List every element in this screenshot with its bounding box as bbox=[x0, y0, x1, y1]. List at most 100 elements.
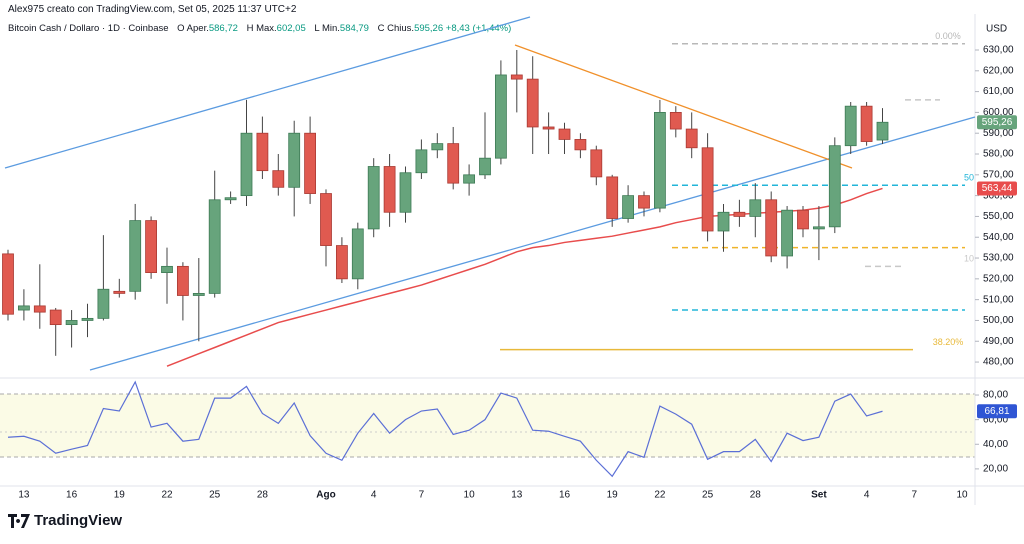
x-tick-label: 7 bbox=[419, 490, 425, 501]
x-tick-label: 13 bbox=[511, 490, 523, 501]
symbol: Bitcoin Cash / Dollaro · 1D · Coinbase bbox=[8, 23, 169, 34]
candle-body bbox=[622, 195, 634, 219]
price-tag bbox=[977, 115, 1017, 130]
candle-body bbox=[272, 170, 285, 188]
x-tick-label: 13 bbox=[18, 490, 30, 501]
candle-body bbox=[335, 245, 348, 280]
candle-body bbox=[733, 211, 746, 217]
candle-body bbox=[717, 211, 730, 232]
candle-body bbox=[876, 121, 889, 141]
candle-body bbox=[208, 199, 221, 294]
value: 584,79 bbox=[339, 23, 369, 34]
fib-label: 10 bbox=[964, 254, 974, 264]
value-tag bbox=[977, 404, 1017, 419]
brand-logo bbox=[8, 513, 30, 528]
candle-body bbox=[542, 126, 555, 130]
rsi-line bbox=[7, 380, 883, 478]
candle-body bbox=[97, 288, 110, 319]
value: 586,72 bbox=[208, 23, 238, 34]
channel-line bbox=[4, 16, 531, 169]
candle-body bbox=[320, 193, 332, 246]
change: +8,43 (+1,44%) bbox=[445, 23, 512, 34]
author-line: Alex975 creato con TradingView.com, Set … bbox=[8, 4, 297, 15]
candle-body bbox=[860, 105, 873, 142]
candle-body bbox=[431, 143, 444, 151]
y-tick-label: 590,00 bbox=[983, 128, 1014, 139]
candle-body bbox=[844, 105, 857, 147]
y-tick-label: 530,00 bbox=[983, 253, 1014, 264]
x-tick-label: 16 bbox=[66, 490, 78, 501]
x-tick-label: 7 bbox=[912, 490, 918, 501]
x-tick-label: 10 bbox=[956, 490, 968, 501]
candle-body bbox=[558, 128, 571, 140]
candle-body bbox=[351, 228, 364, 280]
x-tick-label: 19 bbox=[607, 490, 619, 501]
fib-label: 0.00% bbox=[935, 31, 961, 41]
x-tick-label: 16 bbox=[559, 490, 571, 501]
y-tick-label: 550,00 bbox=[983, 211, 1014, 222]
candle-body bbox=[781, 209, 793, 257]
candle-body bbox=[447, 143, 460, 184]
candle-body bbox=[590, 149, 603, 178]
label: Aper. bbox=[186, 23, 209, 34]
x-tick-label: 25 bbox=[702, 490, 714, 501]
candle-body bbox=[510, 74, 523, 80]
y-tick-label: 580,00 bbox=[983, 149, 1014, 160]
candle-body bbox=[606, 176, 619, 219]
price-tag-label: 563,44 bbox=[982, 183, 1013, 194]
trend-line bbox=[514, 44, 853, 169]
candle-body bbox=[638, 195, 650, 209]
candle-body bbox=[701, 147, 714, 232]
candle-body bbox=[240, 132, 253, 197]
candle-body bbox=[749, 199, 762, 217]
candle-body bbox=[367, 166, 380, 230]
y-tick-label: 520,00 bbox=[983, 273, 1014, 284]
y-tick-label: 500,00 bbox=[983, 315, 1014, 326]
y-tick-label: 620,00 bbox=[983, 65, 1014, 76]
brand: TradingView bbox=[8, 512, 122, 529]
fib-label: 38.20% bbox=[933, 337, 964, 347]
candle-body bbox=[113, 290, 126, 294]
x-tick-label: 4 bbox=[371, 490, 377, 501]
candle-body bbox=[765, 199, 778, 257]
price-tag bbox=[977, 181, 1017, 196]
y-tick-label: 40,00 bbox=[983, 439, 1008, 450]
candle-body bbox=[2, 253, 14, 315]
key: C bbox=[377, 23, 385, 34]
candle-body bbox=[415, 149, 428, 174]
x-tick-label: 28 bbox=[257, 490, 269, 501]
channel-line bbox=[89, 116, 976, 371]
x-tick-label: Set bbox=[811, 490, 827, 501]
candle-body bbox=[574, 139, 587, 151]
candle-body bbox=[176, 265, 189, 296]
x-tick-label: 28 bbox=[750, 490, 762, 501]
key: O bbox=[177, 23, 185, 34]
key: L bbox=[314, 23, 320, 34]
y-tick-label: 510,00 bbox=[983, 294, 1014, 305]
candle-body bbox=[161, 265, 173, 274]
candle-body bbox=[463, 174, 476, 184]
candle-body bbox=[654, 112, 666, 209]
value-tag-label: 66,81 bbox=[984, 406, 1009, 417]
y-tick-label: 480,00 bbox=[983, 357, 1014, 368]
y-tick-label: 570,00 bbox=[983, 169, 1014, 180]
y-tick-label: 60,00 bbox=[983, 414, 1008, 425]
marks: 13 16 19 22 25 28 Ago 4 7 10 13 16 19 22 25 28 Set 4 7 10 48… bbox=[2, 31, 1017, 501]
label: Min. bbox=[321, 23, 340, 34]
legend: Bitcoin Cash / Dollaro · 1D · Coinbase O… bbox=[8, 23, 511, 34]
value: 602,05 bbox=[276, 23, 306, 34]
candle-body bbox=[813, 226, 825, 230]
x-tick-label: Ago bbox=[316, 490, 335, 501]
x-tick-label: 22 bbox=[654, 490, 666, 501]
candle-body bbox=[33, 305, 46, 313]
price-tag-label: 595,26 bbox=[982, 117, 1013, 128]
candle-body bbox=[192, 293, 205, 296]
moving-average bbox=[166, 187, 883, 367]
candle-body bbox=[129, 220, 142, 292]
brand-name: TradingView bbox=[34, 512, 123, 529]
value: 595,26 bbox=[414, 23, 444, 34]
y-tick-label: 560,00 bbox=[983, 190, 1014, 201]
candle-body bbox=[224, 197, 237, 201]
fib-label: 50 bbox=[964, 173, 974, 183]
